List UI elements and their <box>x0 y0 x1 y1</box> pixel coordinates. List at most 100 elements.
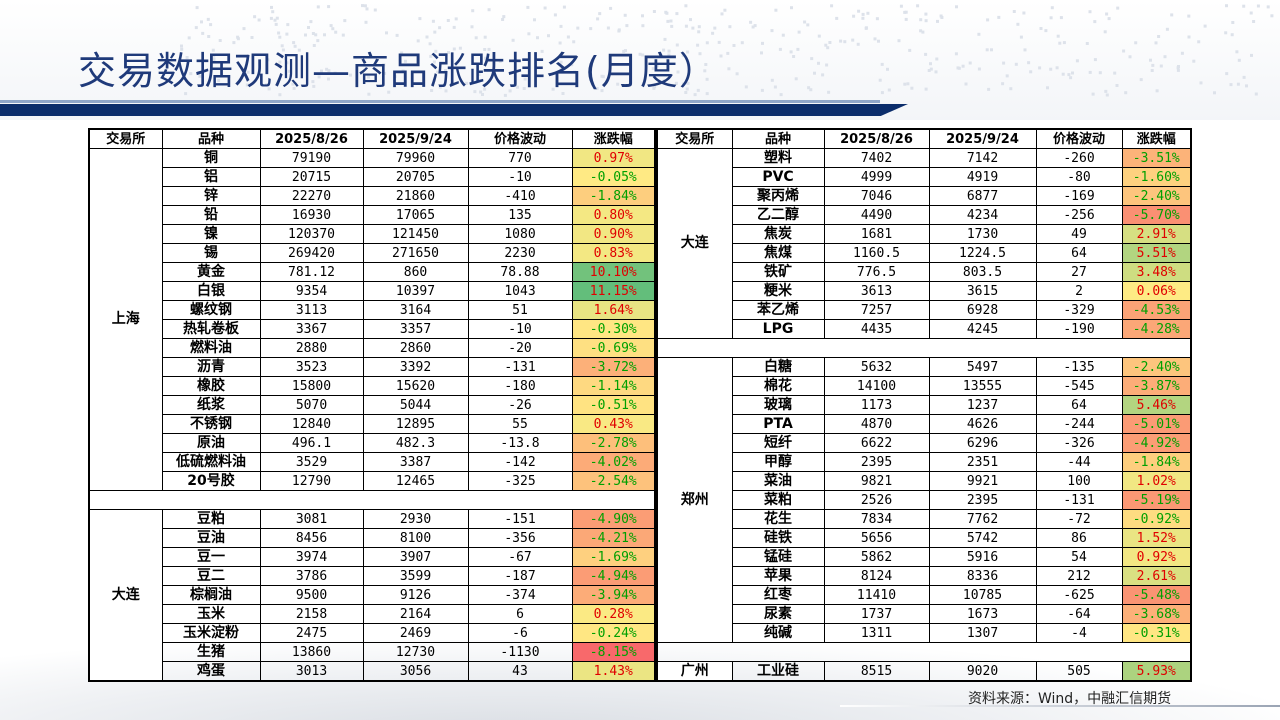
price-change-cell: -4 <box>1035 623 1123 643</box>
map-dot <box>1014 62 1018 66</box>
price-change-cell: 86 <box>1035 528 1123 548</box>
map-dot <box>341 33 345 37</box>
map-dot <box>508 89 512 93</box>
map-dot <box>616 82 620 86</box>
map-dot <box>638 52 642 56</box>
map-dot <box>393 75 397 78</box>
header-exchange: 交易所 <box>656 128 733 149</box>
map-dot <box>954 52 958 56</box>
map-dot <box>425 35 429 39</box>
map-dot <box>807 86 811 90</box>
price-end-cell: 13555 <box>928 376 1037 396</box>
product-name-cell: 黄金 <box>161 262 261 282</box>
header-date-1: 2025/8/26 <box>259 128 364 149</box>
map-dot <box>266 58 270 62</box>
table-row: 花生 7834 7762 -72 -0.92% <box>657 509 1192 529</box>
map-dot <box>444 89 448 93</box>
map-dot <box>684 4 688 8</box>
price-start-cell: 11410 <box>823 585 930 605</box>
map-dot <box>218 39 222 42</box>
product-name-cell: 焦煤 <box>731 243 825 263</box>
map-dot <box>685 87 689 91</box>
map-dot <box>817 61 820 65</box>
map-dot <box>483 87 487 91</box>
map-dot <box>625 24 629 28</box>
table-row: 焦炭 1681 1730 49 2.91% <box>657 224 1192 244</box>
map-dot <box>1170 13 1174 17</box>
product-name-cell: 甲醇 <box>731 452 825 472</box>
map-dot <box>431 19 435 23</box>
map-dot <box>327 5 331 9</box>
header-exchange: 交易所 <box>88 128 163 149</box>
map-dot <box>540 49 544 53</box>
map-dot <box>286 23 290 27</box>
header-price-change: 价格波动 <box>467 128 573 149</box>
table-row: 大连 豆粕 3081 2930 -151 -4.90% <box>88 509 656 682</box>
right-price-table: 交易所 品种 2025/8/26 2025/9/24 价格波动 涨跌幅 大连 塑料… <box>656 128 1192 682</box>
map-dot <box>487 8 491 12</box>
map-dot <box>1149 58 1152 62</box>
map-dot <box>1237 58 1241 62</box>
pct-change-cell: -2.40% <box>1121 357 1192 377</box>
map-dot <box>697 25 701 29</box>
map-dot <box>921 30 925 34</box>
map-dot <box>533 18 536 22</box>
pct-change-cell: -3.72% <box>571 357 656 377</box>
price-end-cell: 2351 <box>928 452 1037 472</box>
map-dot <box>1038 66 1042 70</box>
map-dot <box>492 74 496 78</box>
pct-change-cell: -0.69% <box>571 338 656 358</box>
table-row: 热轧卷板 3367 3357 -10 -0.30% <box>89 319 656 339</box>
product-name-cell: 尿素 <box>731 604 825 624</box>
map-dot <box>735 72 739 76</box>
price-start-cell: 1311 <box>823 623 930 643</box>
map-dot <box>479 90 483 94</box>
map-dot <box>561 92 565 95</box>
price-end-cell: 4245 <box>928 319 1037 339</box>
price-start-cell: 4435 <box>823 319 930 339</box>
price-change-cell: -64 <box>1035 604 1123 624</box>
map-dot <box>809 88 813 92</box>
price-end-cell: 121450 <box>362 224 469 244</box>
map-dot <box>1115 84 1119 87</box>
table-row: 郑州 白糖 5632 5497 -135 -2.40% <box>656 357 1192 643</box>
table-row: PVC 4999 4919 -80 -1.60% <box>657 167 1192 187</box>
product-name-cell: 热轧卷板 <box>161 319 261 339</box>
map-dot <box>1044 29 1048 33</box>
map-dot <box>919 29 923 33</box>
right-table-container: 交易所 品种 2025/8/26 2025/9/24 价格波动 涨跌幅 大连 塑料… <box>656 128 1192 682</box>
product-name-cell: PVC <box>731 167 825 187</box>
map-dot <box>753 24 757 28</box>
price-start-cell: 3529 <box>259 452 364 472</box>
price-start-cell: 9500 <box>259 585 364 605</box>
product-name-cell: 菜油 <box>731 471 825 491</box>
map-dot <box>325 67 329 71</box>
map-dot <box>595 87 599 90</box>
map-dot <box>285 61 289 65</box>
exchange-cell: 郑州 <box>656 357 733 643</box>
map-dot <box>1075 59 1079 63</box>
map-dot <box>250 36 254 39</box>
map-dot <box>278 35 282 39</box>
map-dot <box>387 90 391 94</box>
map-dot <box>367 75 370 79</box>
price-change-cell: 27 <box>1035 262 1123 282</box>
map-dot <box>1230 33 1234 37</box>
price-change-cell: -410 <box>467 186 573 206</box>
map-dot <box>363 4 367 8</box>
map-dot <box>877 39 880 43</box>
pct-change-cell: -2.54% <box>571 471 656 491</box>
map-dot <box>501 18 505 21</box>
price-start-cell: 2475 <box>259 623 364 643</box>
product-name-cell: 豆二 <box>161 566 261 586</box>
map-dot <box>1009 87 1013 91</box>
pct-change-cell: 1.64% <box>571 300 656 320</box>
map-dot <box>641 14 644 18</box>
map-dot <box>454 17 458 21</box>
map-dot <box>1139 78 1143 82</box>
table-row: 苹果 8124 8336 212 2.61% <box>657 566 1192 586</box>
map-dot <box>830 4 834 8</box>
price-start-cell: 3367 <box>259 319 364 339</box>
price-change-cell: -244 <box>1035 414 1123 434</box>
table-row: 豆油 8456 8100 -356 -4.21% <box>89 528 656 548</box>
